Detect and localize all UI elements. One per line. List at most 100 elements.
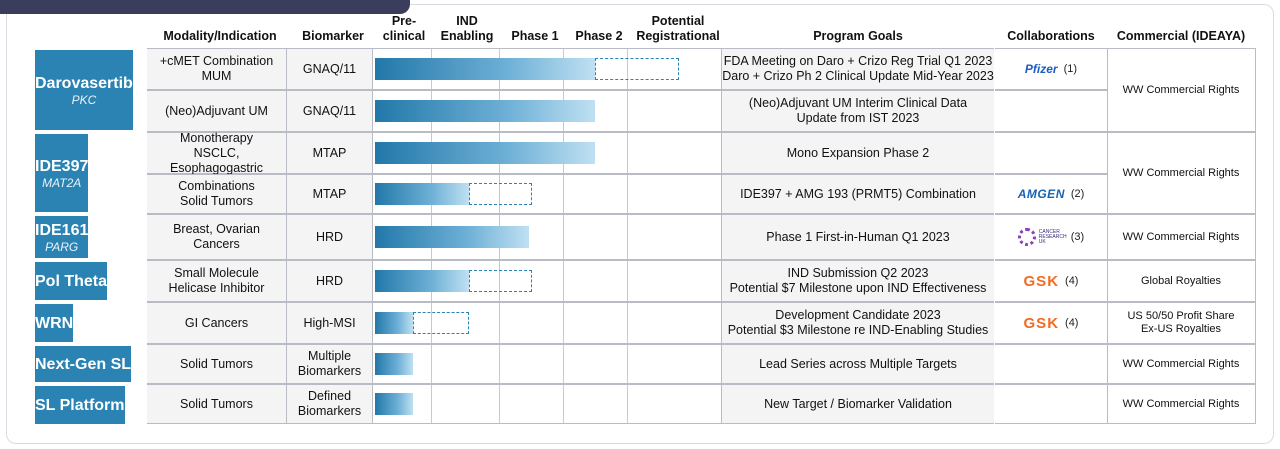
collab-note: (3) bbox=[1070, 231, 1085, 243]
stage-gridline bbox=[563, 345, 564, 383]
gsk-logo: GSK bbox=[1023, 272, 1060, 290]
cruk-logo-icon bbox=[1017, 228, 1036, 246]
row-progress-track bbox=[373, 49, 722, 89]
progress-bar bbox=[375, 270, 469, 292]
program-sl-platform: SL Platform bbox=[35, 386, 125, 424]
stage-gridline bbox=[627, 261, 628, 301]
planned-progress bbox=[595, 58, 679, 80]
row-program-goal: New Target / Biomarker Validation bbox=[764, 396, 952, 411]
stage-gridline bbox=[431, 345, 432, 383]
commercial-ide397: WW Commercial Rights bbox=[1107, 132, 1255, 214]
title-bar bbox=[0, 0, 410, 14]
program-ide397: IDE397 MAT2A bbox=[35, 134, 89, 212]
pipeline-row: GI Cancers High-MSI Development Candidate … bbox=[147, 302, 994, 344]
program-name: Next-Gen SL bbox=[35, 355, 132, 373]
header-ind-enabling: IND Enabling bbox=[440, 14, 494, 43]
program-ide161: IDE161 PARG bbox=[35, 216, 89, 258]
collab-gsk: GSK (4) bbox=[995, 302, 1107, 344]
row-modality: Small Molecule Helicase Inhibitor bbox=[147, 261, 287, 301]
collab-pfizer: Pfizer (1) bbox=[995, 48, 1107, 90]
row-biomarker: Defined Biomarkers bbox=[287, 385, 373, 423]
row-progress-track bbox=[373, 215, 722, 259]
program-name: IDE397 bbox=[35, 157, 89, 175]
stage-gridline bbox=[627, 215, 628, 259]
stage-gridline bbox=[431, 303, 432, 343]
pipeline-row: Small Molecule Helicase Inhibitor HRD IND … bbox=[147, 260, 994, 302]
cruk-logo: CANCER RESEARCH UK bbox=[1017, 228, 1067, 246]
row-progress-track bbox=[373, 175, 722, 213]
header-collaborations: Collaborations bbox=[1007, 29, 1095, 43]
stage-gridline bbox=[499, 261, 500, 301]
row-program-goal: Development Candidate 2023 Potential $3 … bbox=[727, 308, 989, 337]
commercial-ide161: WW Commercial Rights bbox=[1107, 214, 1255, 260]
stage-gridline bbox=[499, 175, 500, 213]
commercial-wrn: US 50/50 Profit Share Ex-US Royalties bbox=[1107, 302, 1255, 344]
row-program-goal: IND Submission Q2 2023 Potential $7 Mile… bbox=[729, 266, 987, 295]
pipeline-row: Solid Tumors Defined Biomarkers New Target… bbox=[147, 384, 994, 424]
progress-bar bbox=[375, 183, 469, 205]
progress-bar bbox=[375, 353, 413, 375]
progress-bar bbox=[375, 142, 595, 164]
row-program-goal: (Neo)Adjuvant UM Interim Clinical Data U… bbox=[748, 96, 968, 125]
program-target: PKC bbox=[71, 92, 97, 107]
header-phase1: Phase 1 bbox=[511, 29, 559, 43]
program-darovasertib: Darovasertib PKC bbox=[35, 50, 133, 130]
collab-amgen: AMGEN (2) bbox=[995, 174, 1107, 214]
stage-gridline bbox=[627, 133, 628, 173]
row-biomarker: GNAQ/11 bbox=[287, 49, 373, 89]
row-biomarker: High-MSI bbox=[287, 303, 373, 343]
collab-gsk: GSK (4) bbox=[995, 260, 1107, 302]
stage-gridline bbox=[627, 175, 628, 213]
stage-gridline bbox=[627, 345, 628, 383]
progress-bar bbox=[375, 226, 529, 248]
stage-gridline bbox=[627, 49, 628, 89]
cruk-logo-text: CANCER RESEARCH UK bbox=[1038, 228, 1067, 245]
collab-note: (2) bbox=[1070, 188, 1085, 200]
collab-cruk: CANCER RESEARCH UK (3) bbox=[995, 214, 1107, 260]
stage-gridline bbox=[563, 175, 564, 213]
header-biomarker: Biomarker bbox=[302, 29, 364, 43]
pipeline-row: Combinations Solid Tumors MTAP IDE397 + AM… bbox=[147, 174, 994, 214]
program-name: WRN bbox=[35, 314, 74, 332]
header-potential-registrational: Potential Registrational bbox=[636, 14, 720, 43]
stage-gridline bbox=[563, 303, 564, 343]
row-progress-track bbox=[373, 303, 722, 343]
pipeline-row: +cMET Combination MUM GNAQ/11 FDA Meeting … bbox=[147, 48, 994, 90]
row-biomarker: HRD bbox=[287, 261, 373, 301]
pipeline-row: (Neo)Adjuvant UM GNAQ/11 (Neo)Adjuvant UM … bbox=[147, 90, 994, 132]
row-program-goal: FDA Meeting on Daro + Crizo Reg Trial Q1… bbox=[722, 54, 994, 83]
stage-gridline bbox=[499, 303, 500, 343]
row-modality: Breast, Ovarian Cancers bbox=[147, 215, 287, 259]
row-modality: +cMET Combination MUM bbox=[147, 49, 287, 89]
program-next-gen-sl: Next-Gen SL bbox=[35, 346, 132, 382]
header-commercial: Commercial (IDEAYA) bbox=[1116, 29, 1246, 43]
collab-empty bbox=[995, 344, 1107, 384]
stage-gridline bbox=[627, 385, 628, 423]
row-modality: Monotherapy NSCLC, Esophagogastric bbox=[147, 131, 287, 175]
row-progress-track bbox=[373, 133, 722, 173]
row-biomarker: HRD bbox=[287, 215, 373, 259]
program-target: PARG bbox=[45, 239, 79, 254]
header-modality: Modality/Indication bbox=[163, 29, 277, 43]
stage-gridline bbox=[431, 385, 432, 423]
row-modality: Combinations Solid Tumors bbox=[147, 175, 287, 213]
collab-note: (4) bbox=[1065, 317, 1079, 329]
progress-bar bbox=[375, 393, 413, 415]
stage-gridline bbox=[563, 261, 564, 301]
stage-gridline bbox=[563, 215, 564, 259]
column-separator bbox=[1255, 48, 1256, 424]
row-modality: Solid Tumors bbox=[147, 385, 287, 423]
commercial-next-gen-sl: WW Commercial Rights bbox=[1107, 344, 1255, 384]
row-biomarker: Multiple Biomarkers bbox=[287, 345, 373, 383]
progress-bar bbox=[375, 312, 413, 334]
pipeline-row: Breast, Ovarian Cancers HRD Phase 1 First-… bbox=[147, 214, 994, 260]
row-biomarker: GNAQ/11 bbox=[287, 91, 373, 131]
planned-progress bbox=[469, 270, 532, 292]
stage-gridline bbox=[627, 303, 628, 343]
row-modality: (Neo)Adjuvant UM bbox=[147, 91, 287, 131]
column-separator bbox=[1107, 48, 1108, 424]
collab-empty bbox=[995, 132, 1107, 174]
row-biomarker: MTAP bbox=[287, 175, 373, 213]
row-biomarker: MTAP bbox=[287, 133, 373, 173]
program-pol-theta: Pol Theta bbox=[35, 262, 108, 300]
